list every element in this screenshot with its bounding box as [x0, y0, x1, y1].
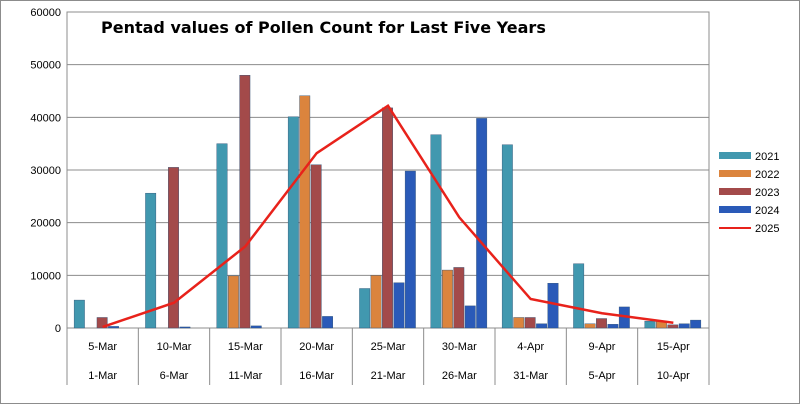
legend-label-2024: 2024	[755, 205, 779, 217]
bar-2023	[524, 317, 536, 329]
x-tick-label-top: 20-Mar	[299, 341, 334, 353]
bar-2021	[501, 144, 513, 329]
legend-swatch-2021	[719, 152, 751, 159]
bar-2022	[513, 317, 525, 329]
bar-2021	[287, 116, 299, 329]
x-tick-label-top: 5-Mar	[88, 341, 117, 353]
x-axis-labels: 5-Mar 1-Mar 10-Mar 6-Mar 15-Mar 11-Mar 20-Mar 1…	[66, 328, 710, 385]
bar-2024-extra	[690, 319, 702, 329]
bar-2024	[536, 323, 547, 329]
y-tick-label: 30000	[30, 165, 61, 177]
chart-title: Pentad values of Pollen Count for Last F…	[101, 18, 546, 37]
y-tick-label: 50000	[30, 60, 61, 72]
bar-2024	[678, 323, 690, 329]
x-tick-label-bottom: 26-Mar	[442, 370, 477, 382]
line-2025	[102, 104, 674, 329]
bar-2022	[370, 275, 382, 329]
bar-2024	[464, 305, 476, 329]
bar-2022	[299, 95, 311, 329]
bar-2023	[382, 107, 393, 329]
bar-2021	[573, 263, 585, 329]
legend-swatch-2022	[719, 170, 751, 177]
bar-2024-extra	[404, 170, 416, 329]
legend-label-2025: 2025	[755, 223, 779, 235]
bar-2024-extra	[547, 283, 559, 329]
bar-2024	[322, 316, 333, 329]
bar-2021	[359, 288, 371, 329]
bar-2023	[168, 167, 179, 329]
x-tick-label-bottom: 31-Mar	[513, 370, 548, 382]
x-tick-label-bottom: 1-Mar	[88, 370, 117, 382]
bar-2021	[216, 143, 228, 329]
bar-2024	[179, 326, 191, 329]
bar-2023	[310, 164, 322, 329]
bar-2021	[73, 299, 85, 329]
x-tick-label-top: 25-Mar	[371, 341, 406, 353]
y-tick-label: 20000	[30, 218, 61, 230]
bar-2021	[430, 134, 442, 329]
bar-2023	[96, 317, 108, 329]
legend-swatch-2024	[719, 206, 751, 213]
y-axis-ticks: 0 10000 20000 30000 40000 50000 60000	[30, 7, 61, 335]
bar-2022	[442, 269, 453, 329]
y-tick-label: 0	[55, 323, 61, 335]
bars	[73, 74, 702, 329]
legend-label-2022: 2022	[755, 169, 779, 181]
x-tick-label-bottom: 6-Mar	[160, 370, 189, 382]
legend-label-2023: 2023	[755, 187, 779, 199]
x-tick-label-top: 15-Mar	[228, 341, 263, 353]
bar-2023	[596, 318, 607, 329]
bar-2024	[393, 282, 405, 329]
bar-2021	[644, 320, 656, 329]
x-tick-label-bottom: 11-Mar	[228, 370, 262, 382]
x-tick-label-top: 30-Mar	[442, 341, 477, 353]
line-series	[102, 104, 674, 329]
y-tick-label: 10000	[30, 270, 61, 282]
bar-2024	[250, 325, 262, 329]
bar-2024	[607, 324, 619, 329]
x-tick-label-top: 10-Mar	[157, 341, 192, 353]
bar-2022	[584, 323, 596, 329]
x-tick-label-bottom: 10-Apr	[657, 370, 690, 382]
bar-2024	[108, 326, 119, 329]
legend-swatch-2023	[719, 188, 751, 195]
x-tick-label-top: 4-Apr	[517, 341, 544, 353]
x-tick-label-top: 9-Apr	[589, 341, 616, 353]
y-tick-label: 60000	[30, 7, 61, 19]
bar-2024-extra	[476, 118, 488, 329]
x-tick-label-top: 15-Apr	[657, 341, 690, 353]
x-tick-label-bottom: 16-Mar	[299, 370, 334, 382]
x-tick-label-bottom: 5-Apr	[589, 370, 616, 382]
y-tick-label: 40000	[30, 112, 61, 124]
legend-label-2021: 2021	[755, 151, 779, 163]
x-tick-label-bottom: 21-Mar	[371, 370, 406, 382]
bar-2023	[453, 267, 465, 329]
bar-2021	[145, 192, 157, 329]
bar-2023	[667, 324, 679, 329]
legend: 2021 2022 2023 2024 2025	[719, 151, 779, 235]
bar-2023	[239, 74, 251, 329]
bar-2022	[228, 275, 239, 329]
